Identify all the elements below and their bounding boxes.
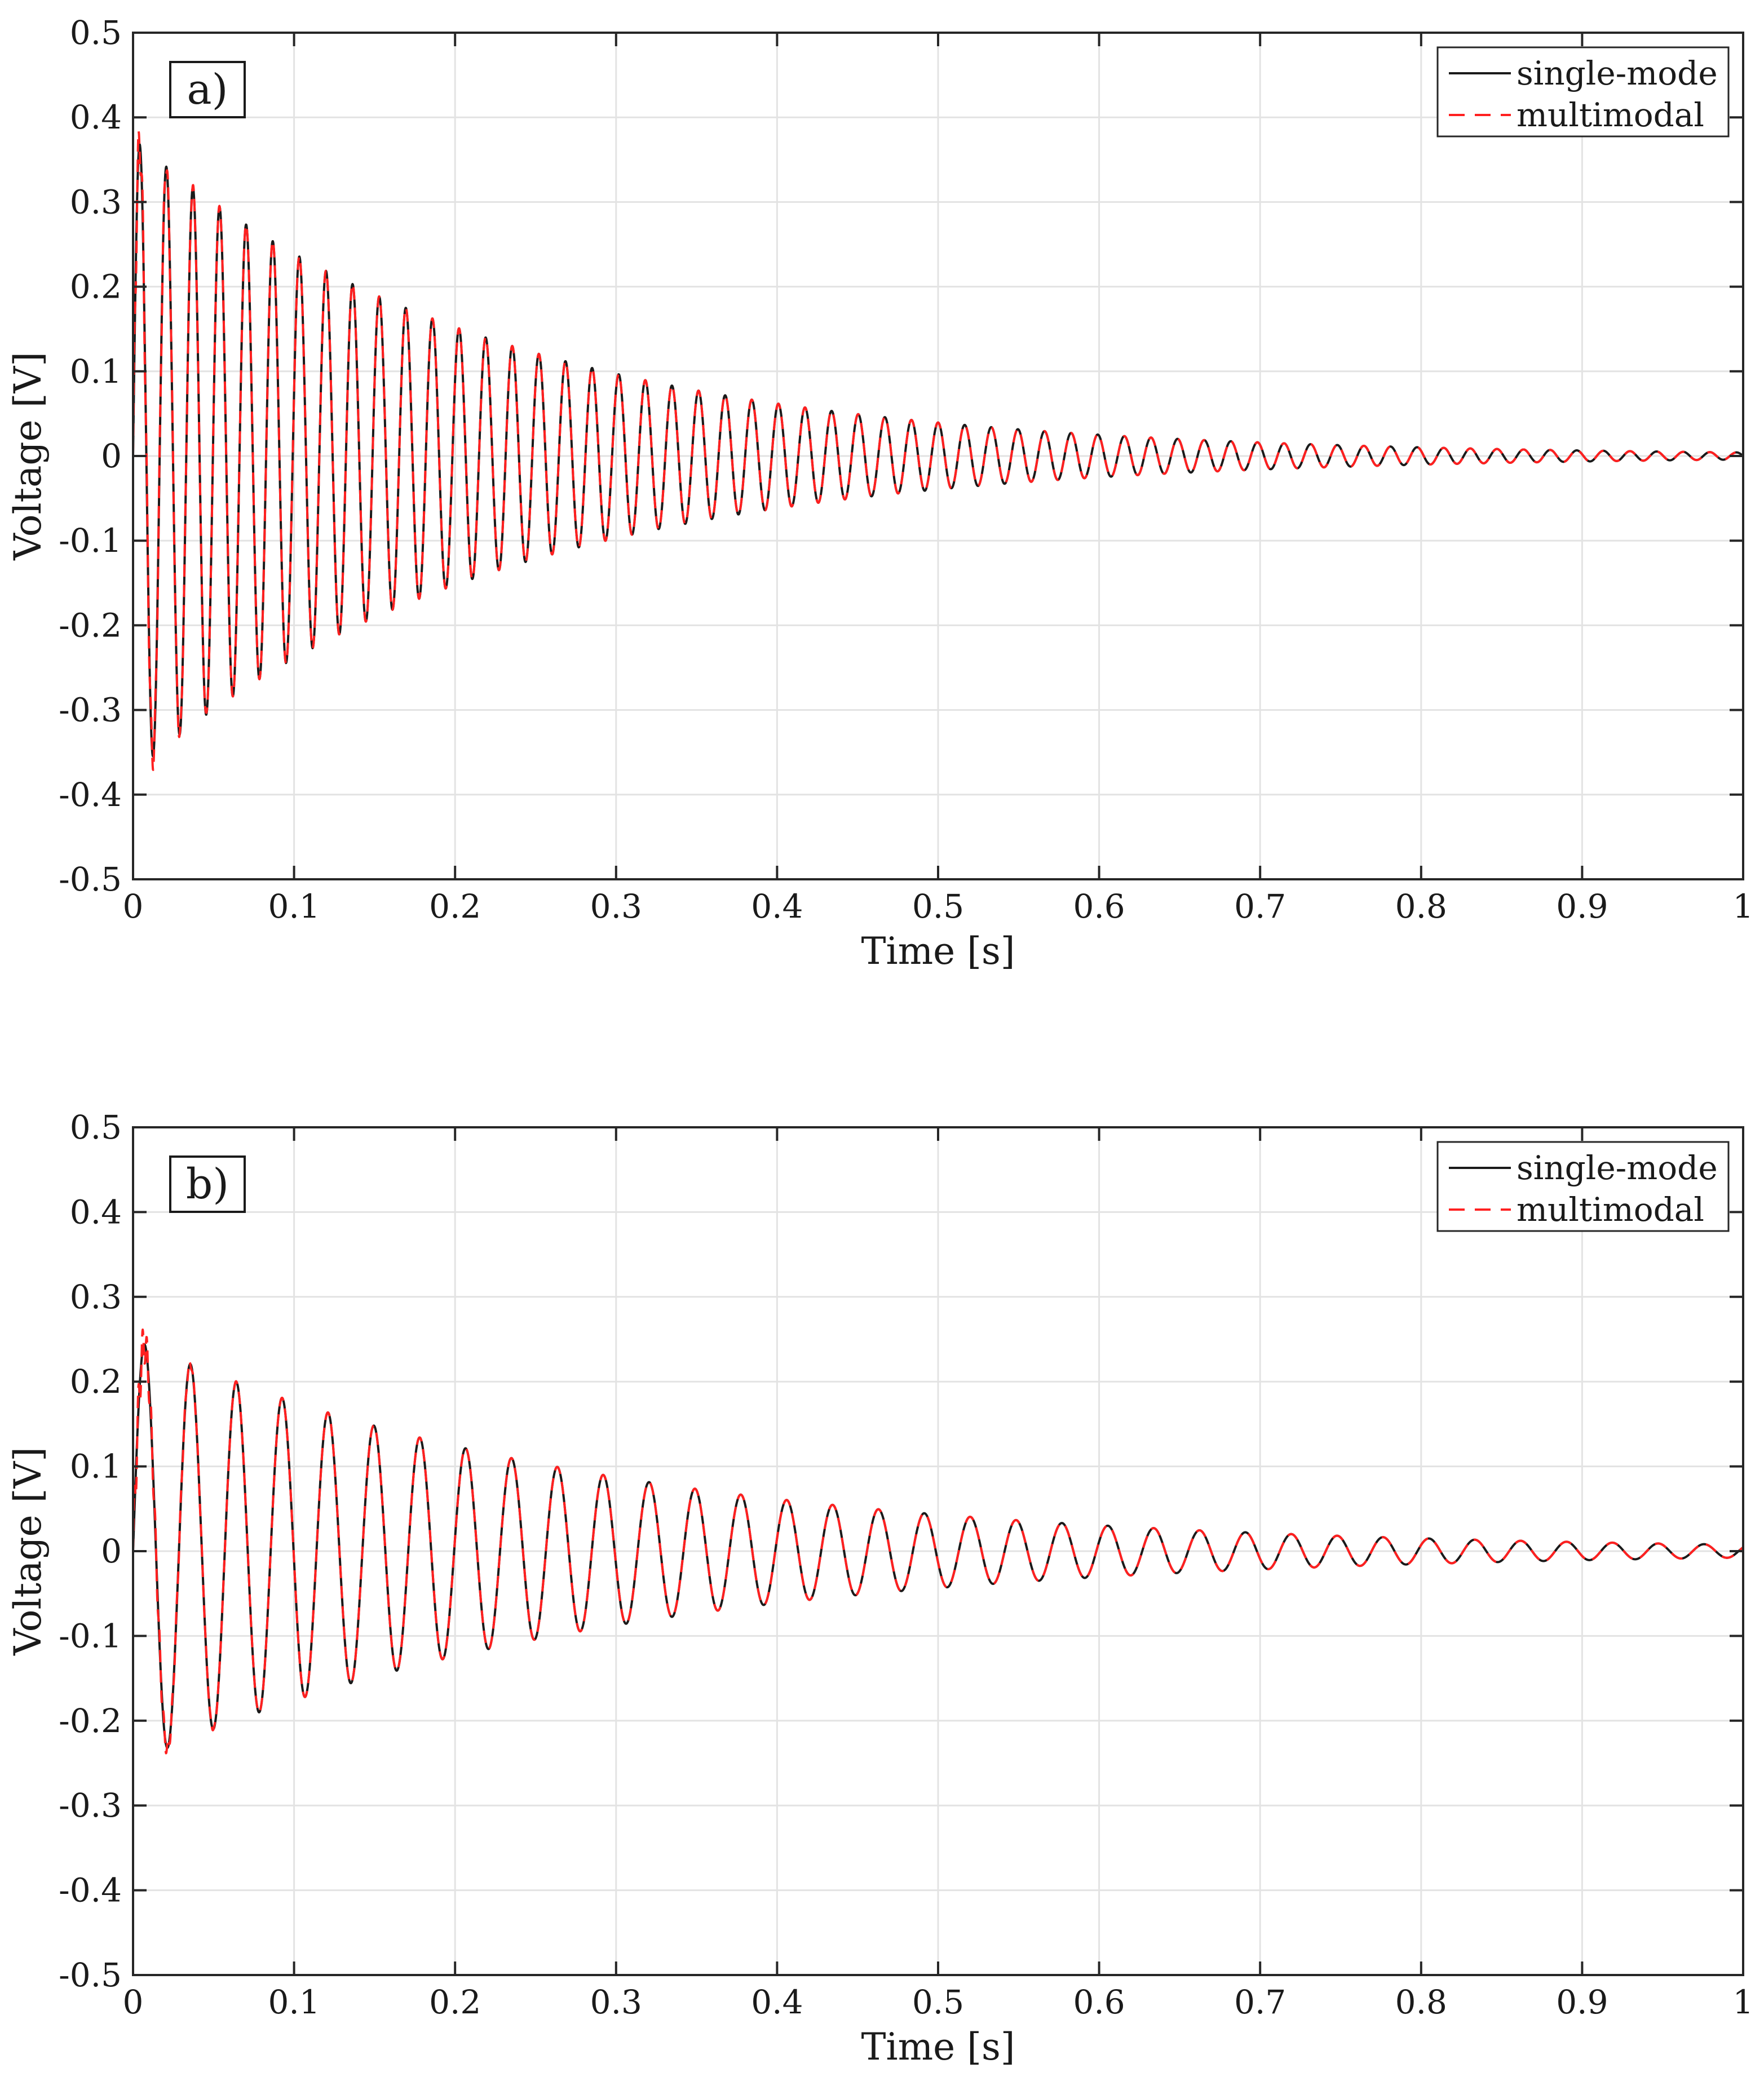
panel-a-x-tick-label: 0.7 xyxy=(1234,887,1286,926)
panel-a-y-tick-label: 0.2 xyxy=(70,268,122,306)
panel-b-x-tick-label: 0 xyxy=(123,1983,144,2021)
panel-a-x-tick-label: 0.1 xyxy=(268,887,320,926)
panel-b-tag: b) xyxy=(169,1155,246,1213)
panel-b-y-tick-label: -0.2 xyxy=(59,1702,122,1740)
panel-a-x-tick-label: 0 xyxy=(123,887,144,926)
panel-b-x-tick-label: 0.3 xyxy=(590,1983,642,2021)
panel-a-y-tick-label: -0.1 xyxy=(59,521,122,560)
panel-b-y-tick-label: -0.4 xyxy=(59,1871,122,1910)
panel-a-y-tick-label: 0.4 xyxy=(70,98,122,136)
panel-b-y-tick-label: -0.5 xyxy=(59,1956,122,1994)
panel-a-x-tick-label: 0.6 xyxy=(1073,887,1125,926)
panel-a-y-tick-label: 0.1 xyxy=(70,352,122,391)
panel-b-legend-label-multimodal: multimodal xyxy=(1517,1190,1704,1229)
panel-a: 0 0.1 0.2 0.3 0.4 0.5 0.6 0.7 0.8 0.9 1 -0.5 -0.4 -0.… xyxy=(6,14,1753,973)
panel-a-x-tick-label: 0.4 xyxy=(751,887,803,926)
panel-a-legend-box xyxy=(1436,46,1730,138)
panel-b-y-tick-label: 0.4 xyxy=(70,1193,122,1231)
panel-a-legend-label-multimodal: multimodal xyxy=(1517,96,1704,134)
panel-a-y-axis-label: Voltage [V] xyxy=(6,352,50,561)
panel-b-x-tick-label: 0.8 xyxy=(1395,1983,1447,2021)
panel-b-x-tick-label: 0.5 xyxy=(912,1983,964,2021)
panel-a-tag-text: a) xyxy=(187,65,228,114)
panel-b-tag-box xyxy=(169,1155,246,1213)
panel-a-legend: single-mode multimodal xyxy=(1436,46,1730,138)
panel-b-y-tick-label: 0.2 xyxy=(70,1362,122,1401)
panel-b-y-tick-label: 0.3 xyxy=(70,1278,122,1316)
panel-b-tag-text: b) xyxy=(186,1160,229,1208)
panel-a-y-tick-label: -0.2 xyxy=(59,606,122,644)
panel-a-tag: a) xyxy=(169,61,246,118)
panel-a-x-tick-label: 0.2 xyxy=(429,887,481,926)
panel-b: 0 0.1 0.2 0.3 0.4 0.5 0.6 0.7 0.8 0.9 1 -0.5 -0.4 -0.… xyxy=(6,1108,1753,2069)
panel-b-series-multimodal xyxy=(133,1328,1743,1755)
panel-b-y-axis-label: Voltage [V] xyxy=(6,1447,50,1656)
panel-b-legend-box xyxy=(1436,1141,1730,1232)
panel-b-x-axis-label: Time [s] xyxy=(861,2025,1015,2069)
panel-b-x-tick-label: 0.9 xyxy=(1556,1983,1608,2021)
panel-a-y-tick-label: 0.5 xyxy=(70,14,122,52)
panel-a-y-tick-label: 0.3 xyxy=(70,183,122,221)
panel-b-y-tick-label: 0.5 xyxy=(70,1108,122,1146)
panel-a-x-tick-label: 0.9 xyxy=(1556,887,1608,926)
panel-a-y-tick-label: -0.4 xyxy=(59,776,122,814)
panel-b-legend-label-single-mode: single-mode xyxy=(1517,1149,1718,1187)
panel-a-x-axis-label: Time [s] xyxy=(861,929,1015,973)
panel-b-y-tick-label: -0.1 xyxy=(59,1617,122,1655)
panel-a-x-tick-label: 0.8 xyxy=(1395,887,1447,926)
panel-b-x-tick-label: 0.6 xyxy=(1073,1983,1125,2021)
panel-b-y-tick-label: -0.3 xyxy=(59,1786,122,1825)
panel-a-y-tick-label: -0.3 xyxy=(59,691,122,729)
panel-b-x-tick-label: 0.4 xyxy=(751,1983,803,2021)
panel-a-tag-box xyxy=(169,61,246,118)
panel-a-series-multimodal xyxy=(133,130,1743,771)
panel-a-x-tick-label: 0.3 xyxy=(590,887,642,926)
panel-a-x-tick-label: 0.5 xyxy=(912,887,964,926)
panel-b-y-tick-label: 0.1 xyxy=(70,1447,122,1486)
panel-a-y-tick-label: -0.5 xyxy=(59,860,122,898)
panel-b-x-tick-label: 0.1 xyxy=(268,1983,320,2021)
panel-b-y-tick-label: 0 xyxy=(101,1532,122,1570)
panel-b-x-tick-label: 0.2 xyxy=(429,1983,481,2021)
panel-b-x-tick-label: 0.7 xyxy=(1234,1983,1286,2021)
panel-a-legend-label-single-mode: single-mode xyxy=(1517,54,1718,92)
panel-b-x-tick-label: 1 xyxy=(1733,1983,1754,2021)
panel-a-x-tick-label: 1 xyxy=(1733,887,1754,926)
panel-a-y-tick-label: 0 xyxy=(101,437,122,475)
